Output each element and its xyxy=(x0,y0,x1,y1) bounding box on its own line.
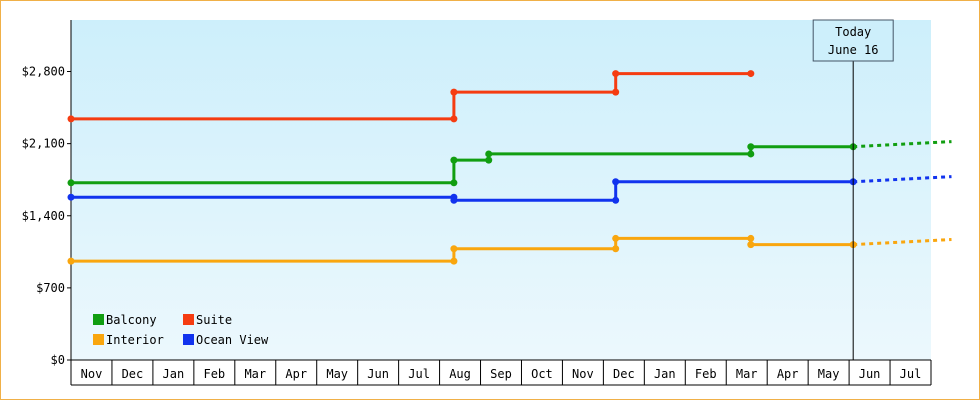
x-tick-label: Dec xyxy=(122,367,144,381)
data-point xyxy=(747,241,755,249)
x-tick-label: Aug xyxy=(449,367,471,381)
legend: Balcony Suite Interior Ocean View xyxy=(93,313,269,347)
x-tick-label: May xyxy=(326,367,348,381)
legend-label-suite: Suite xyxy=(196,313,232,327)
x-tick-label: Jan xyxy=(654,367,676,381)
data-point xyxy=(612,70,620,78)
data-point xyxy=(67,257,75,265)
today-marker: Today June 16 xyxy=(812,19,894,360)
data-point xyxy=(450,115,458,123)
plot-background xyxy=(71,20,931,360)
x-tick-label: May xyxy=(818,367,840,381)
data-point xyxy=(612,196,620,204)
series-projection xyxy=(853,238,952,247)
data-point xyxy=(747,150,755,158)
legend-swatch-balcony xyxy=(93,314,104,325)
series-layer xyxy=(67,70,952,265)
legend-swatch-suite xyxy=(183,314,194,325)
x-tick-label: Jul xyxy=(900,367,922,381)
data-point xyxy=(747,234,755,242)
x-tick-label: Mar xyxy=(736,367,758,381)
x-tick-label: Feb xyxy=(695,367,717,381)
data-point xyxy=(67,115,75,123)
data-point xyxy=(450,88,458,96)
x-tick-label: Mar xyxy=(244,367,266,381)
y-tick-label: $700 xyxy=(36,281,65,295)
data-point xyxy=(747,143,755,151)
today-box xyxy=(812,19,894,62)
data-point xyxy=(485,150,493,158)
data-point xyxy=(67,179,75,187)
series-suite xyxy=(67,70,755,123)
data-point xyxy=(450,196,458,204)
x-tick-label: Feb xyxy=(203,367,225,381)
x-tick-label: Nov xyxy=(572,367,594,381)
today-label: Today xyxy=(835,25,871,39)
legend-swatch-interior xyxy=(93,334,104,345)
x-tick-label: Jun xyxy=(367,367,389,381)
x-tick-label: Sep xyxy=(490,367,512,381)
series-balcony xyxy=(67,140,952,187)
series-line xyxy=(71,180,854,202)
x-tick-label: Apr xyxy=(777,367,799,381)
data-point xyxy=(612,245,620,253)
series-interior xyxy=(67,234,952,265)
y-tick-label: $2,100 xyxy=(22,137,65,151)
data-point xyxy=(450,179,458,187)
legend-label-balcony: Balcony xyxy=(106,313,157,327)
x-tick-label: Jan xyxy=(163,367,185,381)
data-point xyxy=(747,70,755,78)
today-date: June 16 xyxy=(828,43,879,57)
data-point xyxy=(450,156,458,164)
y-axis: $0 $700 $1,400 $2,100 $2,800 xyxy=(22,20,72,385)
legend-label-interior: Interior xyxy=(106,333,164,347)
series-projection xyxy=(853,175,952,184)
y-tick-label: $0 xyxy=(51,353,65,367)
data-point xyxy=(450,245,458,253)
data-point xyxy=(612,88,620,96)
series-projection xyxy=(853,140,952,149)
x-tick-label: Jul xyxy=(408,367,430,381)
y-tick-label: $2,800 xyxy=(22,65,65,79)
x-tick-label: Jun xyxy=(859,367,881,381)
data-point xyxy=(485,156,493,164)
series-line xyxy=(71,72,751,121)
x-tick-label: Dec xyxy=(613,367,635,381)
legend-label-ocean-view: Ocean View xyxy=(196,333,269,347)
series-ocean-view xyxy=(67,175,952,204)
x-axis: Nov Dec Jan Feb Mar Apr May Jun Jul Aug Sep Oct Nov D… xyxy=(70,359,932,386)
x-tick-label: Oct xyxy=(531,367,553,381)
x-tick-label: Apr xyxy=(285,367,307,381)
data-point xyxy=(612,178,620,186)
x-tick-label: Nov xyxy=(81,367,103,381)
data-point xyxy=(67,193,75,201)
data-point xyxy=(612,234,620,242)
legend-swatch-ocean-view xyxy=(183,334,194,345)
data-point xyxy=(450,257,458,265)
y-tick-label: $1,400 xyxy=(22,209,65,223)
